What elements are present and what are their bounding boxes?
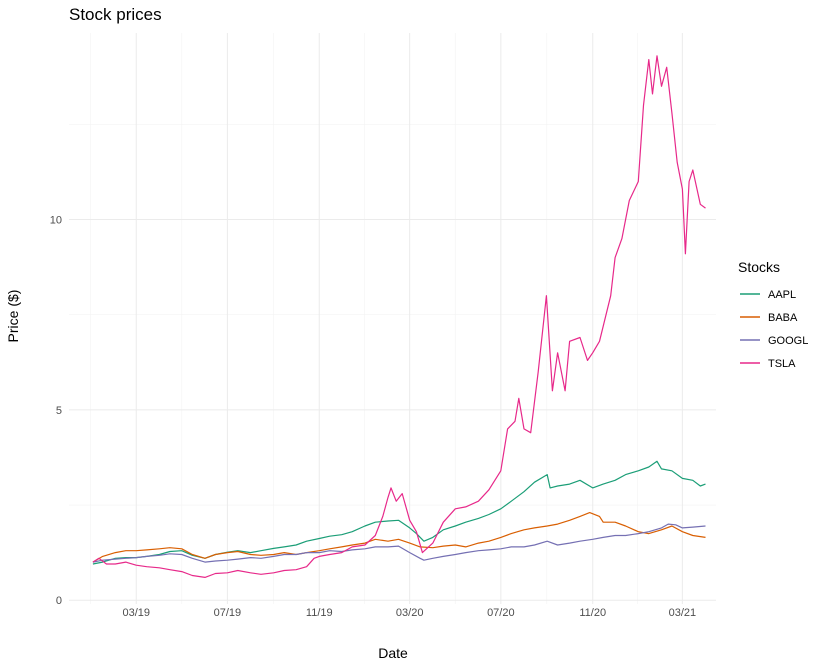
x-axis-title: Date [378, 645, 408, 661]
grid [69, 33, 716, 604]
legend-label-googl: GOOGL [768, 335, 808, 347]
y-tick-label: 0 [56, 595, 62, 607]
series-line-googl [92, 523, 706, 563]
x-tick-label: 07/19 [214, 607, 242, 619]
x-axis-ticks: 03/19 07/19 11/19 03/20 07/20 11/20 03/21 [122, 607, 696, 619]
y-axis-ticks: 0 5 10 [50, 215, 62, 608]
legend-title: Stocks [738, 259, 780, 275]
x-tick-label: 11/19 [306, 607, 333, 619]
legend: Stocks AAPL BABA GOOGL TSLA [738, 259, 808, 370]
legend-label-tsla: TSLA [768, 358, 796, 370]
x-tick-label: 11/20 [579, 607, 606, 619]
y-axis-title: Price ($) [5, 290, 21, 343]
x-tick-label: 07/20 [487, 607, 515, 619]
legend-label-baba: BABA [768, 312, 798, 324]
legend-label-aapl: AAPL [768, 289, 796, 301]
x-tick-label: 03/19 [122, 607, 150, 619]
series-line-tsla [92, 55, 706, 578]
x-tick-label: 03/21 [669, 607, 697, 619]
x-tick-label: 03/20 [396, 607, 424, 619]
series-line-aapl [92, 460, 706, 565]
y-tick-label: 10 [50, 215, 62, 227]
chart-title: Stock prices [69, 5, 162, 24]
series-lines [92, 55, 706, 578]
y-tick-label: 5 [56, 405, 62, 417]
series-line-baba [92, 512, 706, 563]
